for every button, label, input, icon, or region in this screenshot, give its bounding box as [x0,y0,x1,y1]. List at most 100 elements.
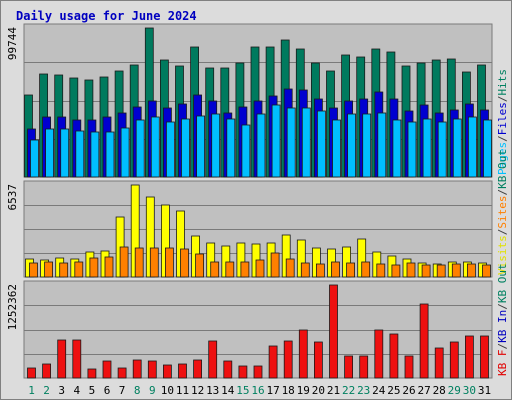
legend-entry: / [496,303,509,310]
bar-pages [226,118,236,178]
bar-kb-f [162,364,172,379]
bar-sites [451,263,461,278]
x-tick-label: 8 [134,384,141,397]
x-tick-label: 30 [463,384,476,397]
x-tick-label: 1 [28,384,35,397]
bar-sites [482,264,491,278]
x-tick-label: 18 [282,384,295,397]
bar-sites [29,262,38,278]
bar-pages [271,104,281,178]
bar-kb-f [434,347,444,379]
x-tick-label: 19 [297,384,310,397]
bar-pages [377,112,387,178]
x-tick-label: 7 [119,384,126,397]
bar-sites [59,262,69,278]
x-tick-label: 3 [58,384,65,397]
bar-pages [196,115,206,178]
bar-sites [421,264,431,278]
bar-kb-f [464,335,474,379]
bar-kb-f [283,340,293,379]
bar-pages [301,107,311,178]
bar-kb-f [117,367,127,379]
bar-sites [361,261,371,278]
bar-sites [74,261,84,278]
bar-sites [270,252,280,278]
x-tick-label: 16 [251,384,264,397]
bar-kb-f [298,329,308,379]
x-tick-label: 11 [176,384,189,397]
x-tick-label: 14 [221,384,235,397]
bar-sites [89,257,99,278]
bar-kb-f [329,284,338,379]
bar-kb-f [480,335,489,379]
bar-pages [437,121,447,178]
bar-pages [256,113,266,178]
x-tick-label: 28 [433,384,446,397]
legend-entry: / [496,96,509,103]
bar-kb-f [238,365,248,379]
bar-pages [150,116,160,178]
bar-sites [331,261,340,278]
x-tick-label: 6 [104,384,111,397]
bar-kb-f [404,355,414,379]
bar-pages [392,119,402,178]
bar-sites [240,261,250,278]
x-tick-label: 27 [417,384,430,397]
legend-entry: Hits [496,69,509,96]
legend-entry: / [496,189,509,196]
bar-sites [346,262,356,278]
bar-pages [105,131,115,178]
bar-sites [210,261,220,278]
legend-entry: / [496,135,509,142]
bar-pages [347,113,357,178]
bar-kb-f [449,341,459,379]
x-tick-label: 10 [161,384,174,397]
bar-sites [406,262,416,278]
bar-kb-f [223,360,233,379]
bar-sites [466,263,476,278]
bar-kb-f [419,303,429,379]
bar-sites [315,263,325,278]
x-tick-label: 20 [312,384,325,397]
bar-kb-f [132,359,142,379]
legend-entry: Visits [496,235,509,275]
chart-title: Daily usage for June 2024 [16,9,197,23]
bar-sites [104,256,114,278]
legend-entry: Sites [496,196,509,229]
bar-kb-f [42,363,51,379]
x-tick-label: 9 [149,384,156,397]
bar-sites [164,247,174,278]
x-tick-label: 25 [387,384,400,397]
bar-pages [286,107,296,178]
bar-pages [211,113,221,178]
x-tick-label: 21 [327,384,340,397]
bar-sites [195,253,205,278]
bar-kb-f [374,329,384,379]
panel-background [23,280,493,379]
bar-kb-f [268,345,278,379]
bar-pages [316,110,326,178]
bar-kb-f [178,363,187,379]
y-max-label: 99744 [6,27,19,60]
bar-pages [75,130,85,178]
bar-sites [44,261,53,278]
bar-sites [225,261,235,278]
x-tick-label: 12 [191,384,204,397]
legend-entry: / [496,343,509,350]
bar-kb-f [344,355,354,379]
legend-entry: / [496,229,509,236]
x-tick-label: 23 [357,384,370,397]
legend-entry: KB Out [496,149,509,189]
bar-pages [332,119,341,178]
bar-kb-f [57,339,67,379]
bar-pages [362,113,372,178]
x-tick-label: 29 [448,384,461,397]
x-tick-label: 15 [236,384,249,397]
bar-pages [30,139,39,178]
legend-entry: KB F [496,350,509,377]
x-tick-label: 4 [73,384,80,397]
bar-pages [165,121,175,178]
x-tick-label: 5 [89,384,96,397]
